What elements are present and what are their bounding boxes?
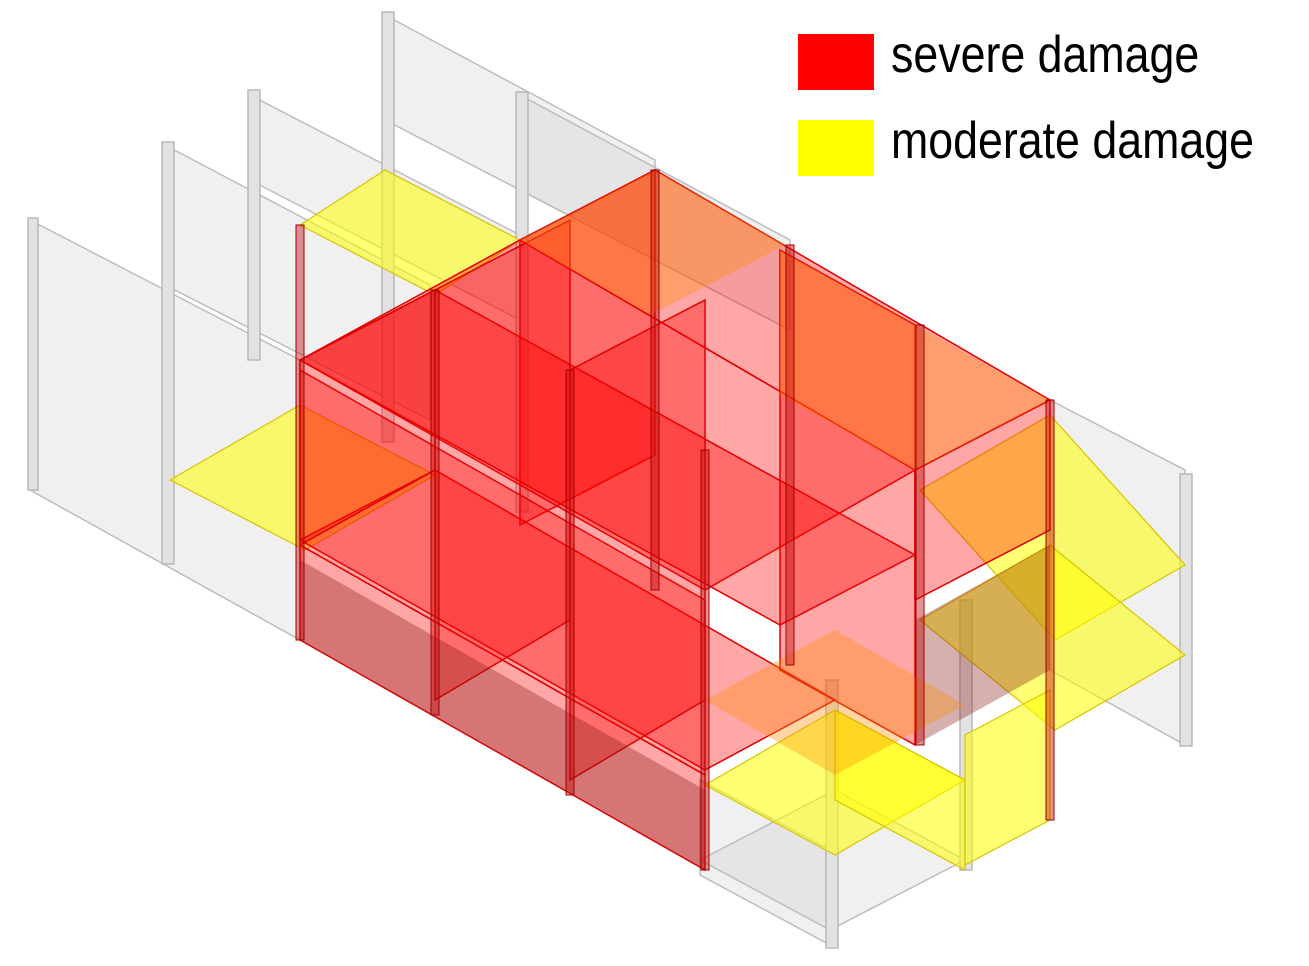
column <box>785 244 795 666</box>
overlap-upper <box>780 250 1050 470</box>
legend-label-moderate: moderate damage <box>891 112 1254 170</box>
legend-item-severe: severe damage <box>798 26 1303 92</box>
overlap-roof <box>520 170 785 315</box>
facade-shadow-lower <box>300 560 705 870</box>
severe-partition-1 <box>434 218 571 702</box>
severe-swatch <box>798 34 874 90</box>
column <box>1179 473 1193 747</box>
moderate-slab-right-lower <box>918 544 1187 731</box>
severe-facade-shadow <box>300 545 1050 870</box>
legend: severe damage moderate damage <box>798 24 1303 184</box>
severe-partition-3 <box>779 248 916 747</box>
column <box>27 217 39 491</box>
column <box>700 449 710 871</box>
column <box>1045 399 1055 821</box>
column <box>915 324 925 746</box>
severe-upper-back-wall <box>519 168 656 527</box>
column <box>650 169 660 591</box>
moderate-wall-front <box>834 708 966 872</box>
column <box>161 141 175 565</box>
column <box>247 89 261 361</box>
damaged-columns <box>295 169 1055 871</box>
legend-item-moderate: moderate damage <box>798 112 1303 178</box>
moderate-wall-mid <box>964 689 1051 866</box>
column <box>565 369 575 796</box>
moderate-damage-zones <box>168 169 1187 872</box>
column <box>295 224 305 641</box>
legend-label-severe: severe damage <box>891 26 1200 84</box>
column <box>515 91 529 513</box>
overlap-zones <box>520 170 1050 775</box>
facade-shadow-right <box>915 545 1050 745</box>
severe-damage-zones <box>298 168 1052 872</box>
severe-partition-2 <box>569 298 706 782</box>
column <box>430 289 440 716</box>
moderate-swatch <box>798 120 874 176</box>
overlap-front <box>705 630 965 775</box>
